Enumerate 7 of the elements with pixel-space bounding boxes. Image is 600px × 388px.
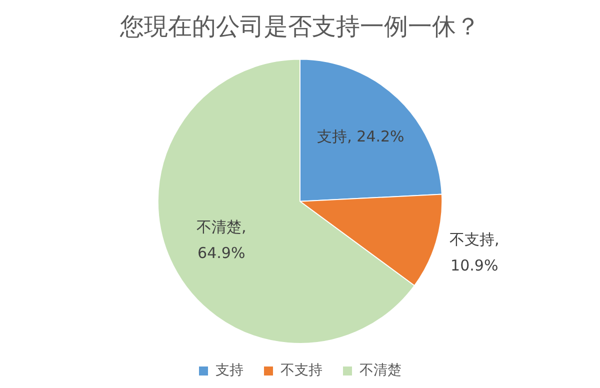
data-label: 支持, 24.2% <box>317 127 404 146</box>
legend-label: 不支持 <box>280 362 322 379</box>
legend-label: 不清楚 <box>360 362 402 379</box>
chart-title: 您現在的公司是否支持一例一休？ <box>119 12 480 41</box>
legend-label: 支持 <box>216 362 244 379</box>
data-label: 不清楚, 64.9% <box>196 218 246 262</box>
data-label: 不支持, 10.9% <box>449 230 500 275</box>
